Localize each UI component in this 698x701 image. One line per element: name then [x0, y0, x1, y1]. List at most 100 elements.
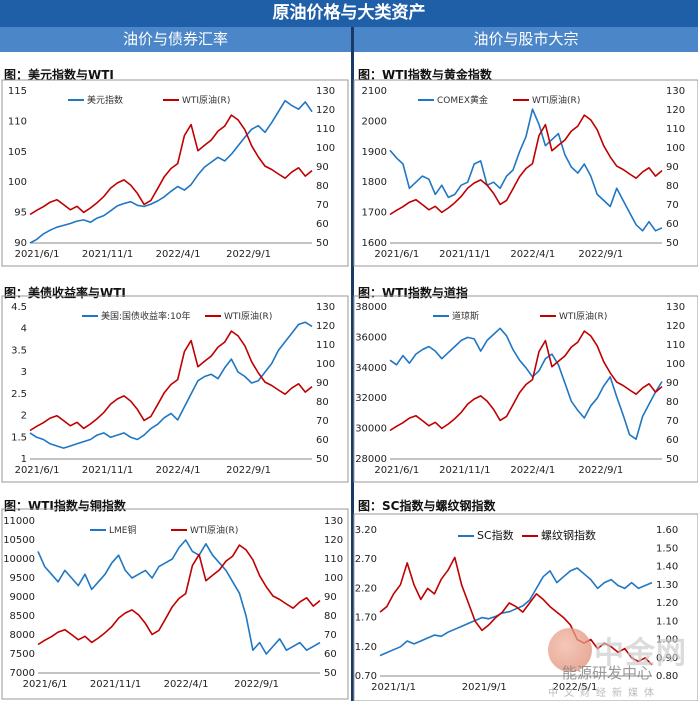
- page-title: 原油价格与大类资产: [0, 0, 698, 27]
- series-line-secondary: [29, 330, 313, 432]
- left-axis-tick-label: 4: [21, 324, 27, 335]
- left-axis-tick-label: 95: [14, 208, 27, 219]
- x-axis-tick-label: 2022/4/1: [156, 249, 201, 260]
- x-axis-tick-label: 2022/9/1: [234, 679, 279, 690]
- right-axis-tick-label: 70: [666, 416, 679, 427]
- left-axis-tick-label: 10000: [3, 554, 35, 565]
- left-axis-tick-label: 1.5: [11, 432, 27, 443]
- left-axis-tick-label: 2100: [362, 86, 387, 97]
- left-axis-tick-label: 105: [8, 147, 27, 158]
- left-axis-tick-label: 100: [8, 177, 27, 188]
- legend-label: SC指数: [477, 528, 514, 542]
- series-line-primary: [389, 108, 663, 232]
- watermark-logo-icon: [548, 628, 592, 672]
- chart-sc-rebar: 0.70 1.20 1.70 2.20 2.70 3.20 0.80 0.90 1.00 1.10…: [353, 513, 698, 701]
- chart-frame: [1, 79, 349, 267]
- x-axis-tick-label: 2021/9/1: [462, 682, 507, 693]
- right-axis-tick-label: 50: [666, 454, 679, 465]
- x-axis-tick-label: 2021/6/1: [374, 465, 419, 476]
- chart-wti-copper: 7000 7500 8000 8500 9000 9500 10000 10500 11000 5…: [1, 508, 349, 700]
- legend-label: WTI原油(R): [182, 94, 230, 106]
- left-axis-tick-label: 1700: [362, 208, 387, 219]
- series-line-primary: [29, 321, 313, 449]
- x-axis-tick-label: 2022/4/1: [164, 679, 209, 690]
- right-axis-tick-label: 80: [316, 397, 329, 408]
- left-axis-tick-label: 8500: [10, 611, 35, 622]
- legend-label: LME铜: [109, 524, 136, 536]
- right-axis-tick-label: 130: [324, 516, 343, 527]
- left-axis-tick-label: 2.5: [11, 389, 27, 400]
- right-axis-tick-label: 50: [316, 238, 329, 249]
- left-axis-tick-label: 9500: [10, 573, 35, 584]
- left-axis-tick-label: 32000: [355, 393, 387, 404]
- x-axis-tick-label: 2022/5/1: [552, 682, 597, 693]
- left-axis-tick-label: 2000: [362, 116, 387, 127]
- series-line-secondary: [37, 544, 321, 646]
- chart-wti-dow: 28000 30000 32000 34000 36000 38000 50 60 70 80 90…: [353, 295, 698, 483]
- x-axis-tick-label: 2022/4/1: [510, 249, 555, 260]
- right-axis-tick-label: 120: [666, 321, 685, 332]
- chart-ust-wti: 1 1.5 2 2.5 3 3.5 4 4.5 50 60 70 80 90 100 110 120 130 20…: [1, 295, 349, 483]
- right-axis-tick-label: 110: [324, 554, 343, 565]
- chart-title-wti-gold: 图：WTI指数与黄金指数: [358, 68, 492, 82]
- chart-dxy-wti: 90 95 100 105 110 115 50 60 70 80 90 100 110 120 130 20…: [1, 79, 349, 267]
- right-axis-tick-label: 60: [316, 435, 329, 446]
- legend-label: 道琼斯: [452, 310, 479, 322]
- right-axis-tick-label: 1.30: [656, 580, 678, 591]
- right-axis-tick-label: 50: [666, 238, 679, 249]
- right-axis-tick-label: 70: [316, 200, 329, 211]
- right-axis-tick-label: 130: [666, 302, 685, 313]
- x-axis-tick-label: 2021/11/1: [82, 465, 133, 476]
- x-axis-tick-label: 2021/1/1: [371, 682, 416, 693]
- left-axis-tick-label: 1: [21, 454, 27, 465]
- column-divider: [351, 27, 354, 701]
- chart-title-sc-rebar: 图：SC指数与螺纹钢指数: [358, 499, 496, 513]
- right-axis-tick-label: 90: [316, 162, 329, 173]
- legend-label: COMEX黄金: [437, 94, 488, 106]
- right-axis-tick-label: 110: [666, 124, 685, 135]
- left-axis-tick-label: 110: [8, 116, 27, 127]
- legend-label: WTI原油(R): [224, 310, 272, 322]
- right-axis-tick-label: 60: [666, 219, 679, 230]
- right-axis-tick-label: 120: [324, 535, 343, 546]
- watermark-logo-text: 中金网: [594, 636, 687, 671]
- right-axis-tick-label: 100: [316, 359, 335, 370]
- right-axis-tick-label: 0.80: [656, 671, 678, 682]
- left-axis-tick-label: 1800: [362, 177, 387, 188]
- right-axis-tick-label: 0.90: [656, 653, 678, 664]
- watermark: 中金网 能源研发中心 中文财经新媒体: [548, 628, 698, 701]
- series-line-secondary: [389, 114, 663, 216]
- right-axis-tick-label: 120: [316, 321, 335, 332]
- left-axis-tick-label: 8000: [10, 630, 35, 641]
- right-axis-tick-label: 130: [666, 86, 685, 97]
- x-axis-tick-label: 2021/6/1: [15, 465, 60, 476]
- right-axis-tick-label: 100: [666, 143, 685, 154]
- right-axis-tick-label: 90: [666, 162, 679, 173]
- series-line-secondary: [379, 556, 653, 666]
- right-axis-tick-label: 80: [666, 181, 679, 192]
- left-axis-tick-label: 1600: [362, 238, 387, 249]
- right-axis-tick-label: 70: [666, 200, 679, 211]
- x-axis-tick-label: 2021/11/1: [439, 249, 490, 260]
- series-line-primary: [37, 539, 321, 655]
- left-axis-tick-label: 1.70: [355, 613, 377, 624]
- series-line-primary: [29, 99, 313, 244]
- right-axis-tick-label: 80: [324, 611, 337, 622]
- x-axis-tick-label: 2021/11/1: [90, 679, 141, 690]
- legend-label: WTI原油(R): [190, 524, 238, 536]
- x-axis-tick-label: 2022/9/1: [226, 249, 271, 260]
- x-axis-tick-label: 2022/9/1: [578, 249, 623, 260]
- right-axis-tick-label: 60: [666, 435, 679, 446]
- right-axis-tick-label: 90: [324, 592, 337, 603]
- right-axis-tick-label: 70: [324, 630, 337, 641]
- x-axis-tick-label: 2022/4/1: [510, 465, 555, 476]
- left-axis-tick-label: 36000: [355, 332, 387, 343]
- right-axis-tick-label: 1.40: [656, 562, 678, 573]
- legend-label: 美元指数: [87, 94, 123, 106]
- right-axis-tick-label: 80: [666, 397, 679, 408]
- right-axis-tick-label: 120: [666, 105, 685, 116]
- section-header-stocks-commodities: 油价与股市大宗: [354, 27, 698, 52]
- x-axis-tick-label: 2021/11/1: [82, 249, 133, 260]
- right-axis-tick-label: 100: [666, 359, 685, 370]
